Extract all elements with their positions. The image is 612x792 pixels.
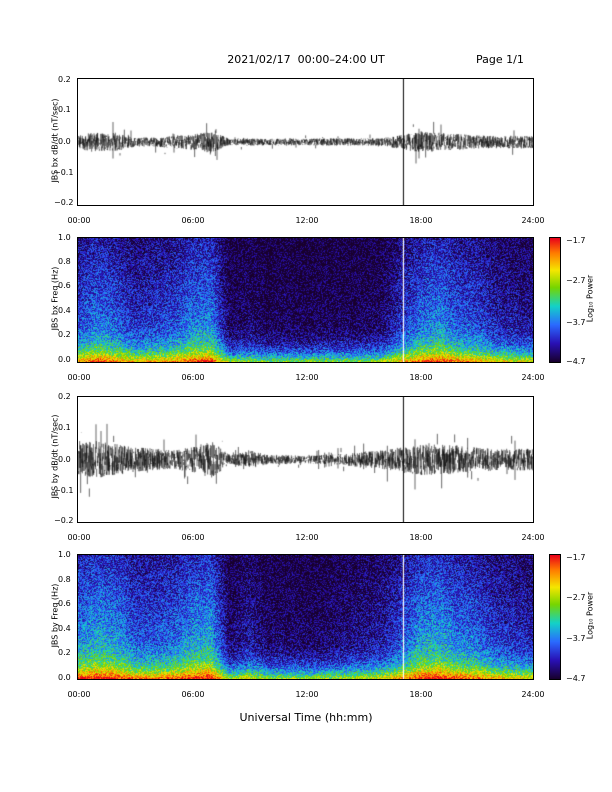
x-tick-label: 18:00 (409, 533, 433, 542)
y-tick-label: 0.2 (58, 330, 71, 339)
colorbar-tick: −2.7 (566, 593, 586, 602)
y-tick-label: 0.2 (58, 648, 71, 657)
y-tick-label: 0.4 (58, 306, 71, 315)
x-tick-label: 24:00 (521, 373, 545, 382)
x-tick-label: 12:00 (295, 216, 319, 225)
x-axis-title: Universal Time (hh:mm) (239, 711, 373, 724)
y-tick-label: 0.2 (58, 75, 71, 84)
colorbar-tick: −3.7 (566, 318, 586, 327)
x-tick-label: 00:00 (67, 533, 91, 542)
y-tick-label: 0.0 (58, 673, 71, 682)
x-tick-label: 18:00 (409, 690, 433, 699)
y-tick-label: −0.2 (54, 198, 74, 207)
page-number: Page 1/1 (476, 53, 524, 66)
x-tick-label: 12:00 (295, 533, 319, 542)
x-tick-label: 12:00 (295, 690, 319, 699)
y-tick-label: 0.4 (58, 624, 71, 633)
colorbar-tick: −1.7 (566, 236, 586, 245)
colorbar-tick: −3.7 (566, 634, 586, 643)
plot-area (77, 554, 534, 680)
plot-area (77, 237, 534, 363)
colorbar-tick: −4.7 (566, 674, 586, 683)
x-tick-label: 06:00 (181, 690, 205, 699)
y-tick-label: 0.2 (58, 392, 71, 401)
colorbar-title: Log₁₀ Power (585, 591, 595, 640)
x-tick-label: 18:00 (409, 373, 433, 382)
x-tick-label: 00:00 (67, 373, 91, 382)
y-tick-label: 0.1 (58, 423, 71, 432)
plot-area (77, 396, 534, 523)
y-tick-label: 0.0 (58, 455, 71, 464)
bx-spectrogram (78, 238, 533, 362)
x-tick-label: 24:00 (521, 690, 545, 699)
y-tick-label: 0.6 (58, 599, 71, 608)
x-tick-label: 12:00 (295, 373, 319, 382)
y-tick-label: 0.1 (58, 105, 71, 114)
page-title: 2021/02/17 00:00–24:00 UT (227, 53, 385, 66)
y-tick-label: −0.1 (54, 168, 74, 177)
x-tick-label: 24:00 (521, 216, 545, 225)
colorbar-tick: −2.7 (566, 276, 586, 285)
plot-area (77, 78, 534, 206)
by-dbdt-trace (78, 397, 533, 522)
y-tick-label: 1.0 (58, 550, 71, 559)
colorbar-title: Log₁₀ Power (585, 274, 595, 323)
y-tick-label: 0.8 (58, 257, 71, 266)
y-tick-label: 0.0 (58, 137, 71, 146)
y-tick-label: 0.0 (58, 355, 71, 364)
x-tick-label: 00:00 (67, 216, 91, 225)
x-tick-label: 06:00 (181, 533, 205, 542)
x-tick-label: 00:00 (67, 690, 91, 699)
x-tick-label: 06:00 (181, 373, 205, 382)
x-tick-label: 18:00 (409, 216, 433, 225)
x-tick-label: 06:00 (181, 216, 205, 225)
y-tick-label: 0.6 (58, 281, 71, 290)
colorbar-tick: −1.7 (566, 553, 586, 562)
x-tick-label: 24:00 (521, 533, 545, 542)
y-tick-label: 0.8 (58, 575, 71, 584)
y-tick-label: 1.0 (58, 233, 71, 242)
bx-dbdt-trace (78, 79, 533, 205)
colorbar (549, 237, 561, 363)
colorbar-tick: −4.7 (566, 357, 586, 366)
by-spectrogram (78, 555, 533, 679)
y-axis-title: JBS by Freq (Hz) (50, 583, 60, 648)
y-tick-label: −0.1 (54, 486, 74, 495)
colorbar (549, 554, 561, 680)
y-tick-label: −0.2 (54, 516, 74, 525)
